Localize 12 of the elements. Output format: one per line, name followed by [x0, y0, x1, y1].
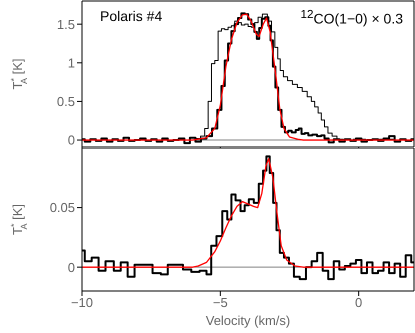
y-tick-label: 0.5: [56, 94, 75, 110]
y-tick-label: 1: [68, 55, 75, 70]
x-axis-title: Velocity (km/s): [206, 313, 290, 328]
annotation: $^{12}$CO(1−0) × 0.3: [300, 8, 403, 27]
y-tick-label: 1.5: [56, 16, 75, 32]
x-tick-label: −5: [212, 295, 228, 310]
y-tick-label: 0: [68, 132, 75, 148]
x-tick-label: −10: [70, 295, 94, 310]
annotation: Polaris #4: [100, 8, 162, 24]
x-tick-label: 0: [355, 295, 362, 310]
y-tick-label: 0.05: [50, 200, 75, 216]
y-tick-label: 0: [68, 260, 75, 275]
